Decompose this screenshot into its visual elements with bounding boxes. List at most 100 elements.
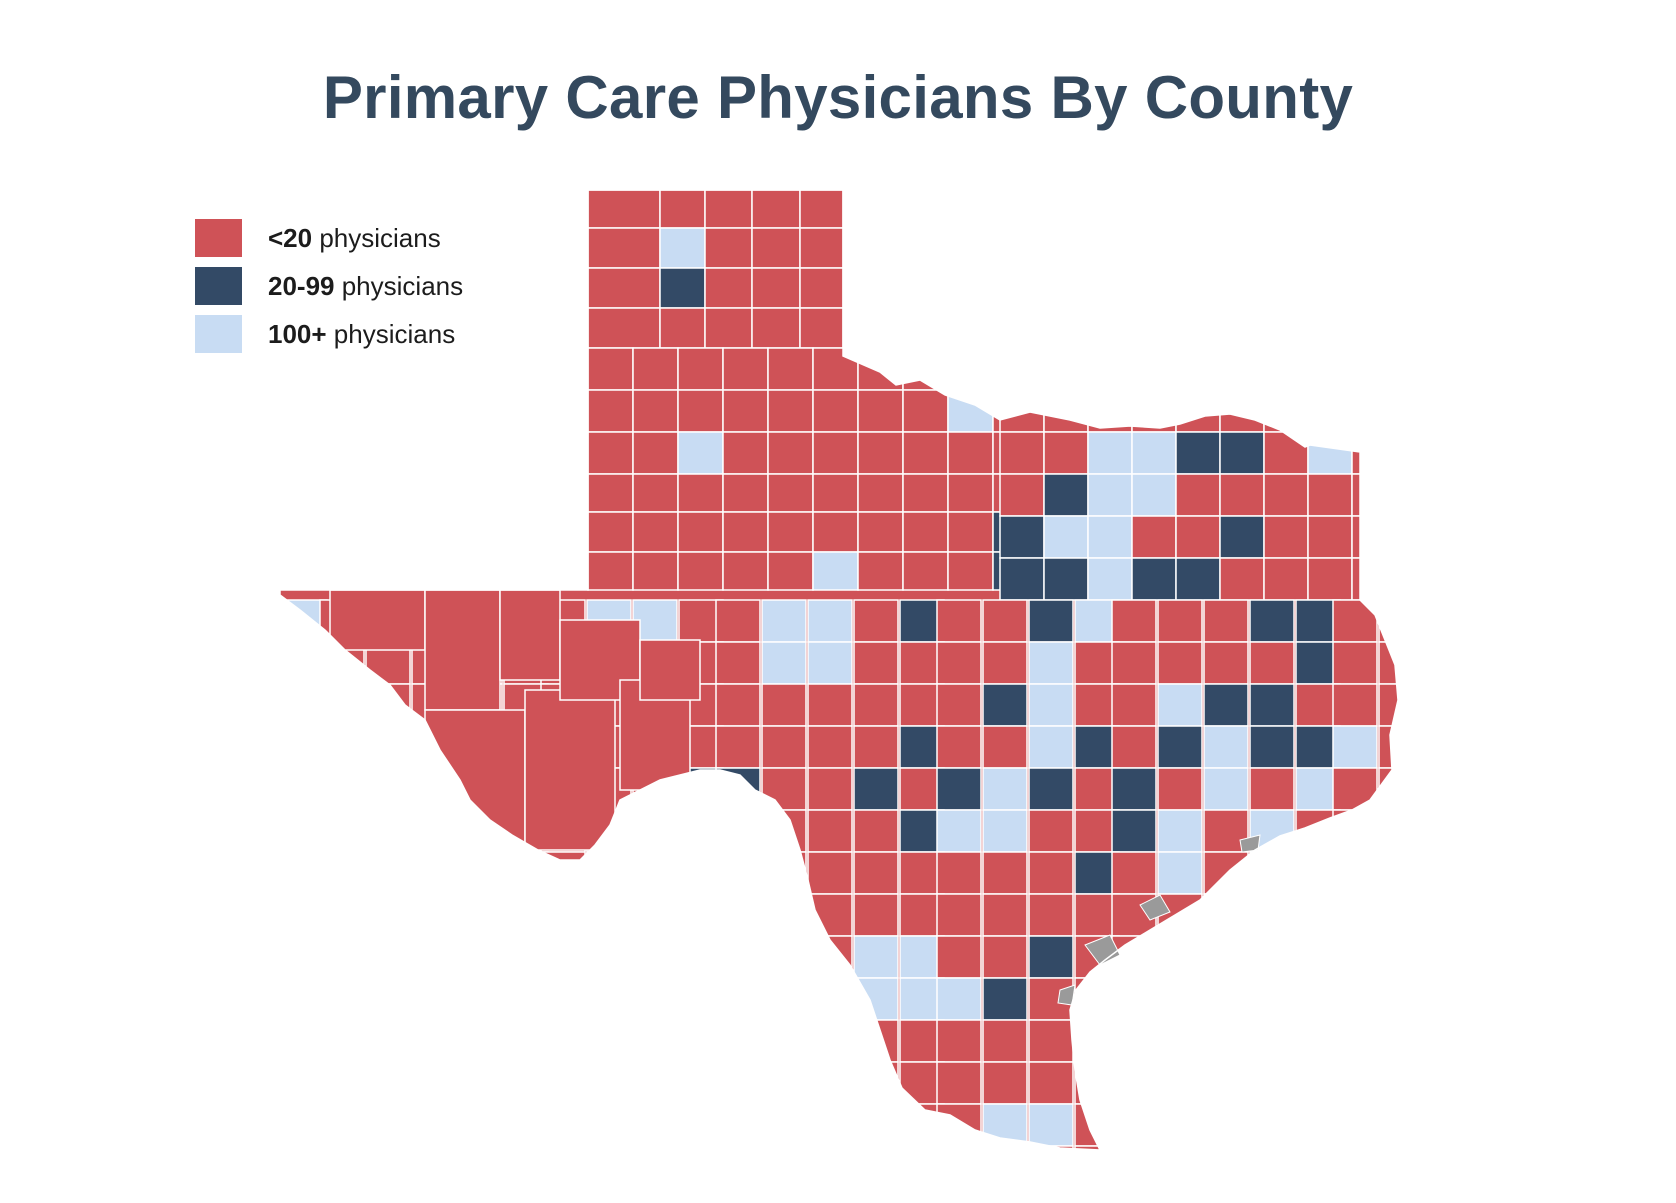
county bbox=[411, 1145, 457, 1150]
county bbox=[365, 1061, 411, 1105]
county bbox=[1219, 389, 1265, 433]
county bbox=[632, 347, 679, 391]
county bbox=[1263, 557, 1309, 601]
county bbox=[1332, 1019, 1378, 1063]
county bbox=[1249, 599, 1295, 643]
county bbox=[319, 683, 365, 727]
county bbox=[1378, 1145, 1398, 1150]
county bbox=[1157, 809, 1203, 853]
county bbox=[1175, 515, 1221, 559]
county bbox=[282, 977, 328, 1021]
county bbox=[586, 1061, 632, 1105]
county bbox=[1295, 935, 1341, 979]
county bbox=[424, 709, 526, 851]
legend-item-mid: 20-99 physicians bbox=[195, 267, 463, 305]
county bbox=[677, 511, 724, 553]
county bbox=[540, 893, 586, 937]
county bbox=[1295, 851, 1341, 895]
county bbox=[1175, 473, 1221, 517]
county bbox=[761, 1061, 807, 1105]
county bbox=[457, 935, 503, 979]
county bbox=[1351, 431, 1397, 475]
county bbox=[751, 190, 801, 229]
county bbox=[715, 1061, 761, 1105]
county bbox=[319, 767, 365, 811]
county bbox=[853, 1061, 899, 1105]
county bbox=[1028, 851, 1074, 895]
county bbox=[457, 1019, 503, 1063]
county bbox=[1263, 515, 1309, 559]
county bbox=[704, 190, 753, 229]
county bbox=[540, 1145, 586, 1150]
county bbox=[799, 190, 844, 229]
county bbox=[457, 1145, 503, 1150]
county bbox=[677, 389, 724, 433]
county bbox=[499, 589, 561, 681]
county bbox=[1203, 1103, 1249, 1147]
county bbox=[982, 683, 1028, 727]
county bbox=[947, 473, 994, 513]
county bbox=[1074, 1061, 1120, 1105]
county bbox=[857, 347, 904, 391]
county bbox=[1307, 431, 1353, 475]
county bbox=[857, 473, 904, 513]
county bbox=[632, 1145, 678, 1150]
county bbox=[799, 307, 844, 349]
county bbox=[936, 809, 982, 853]
county bbox=[982, 767, 1028, 811]
county bbox=[1203, 977, 1249, 1021]
county bbox=[678, 851, 724, 895]
county bbox=[982, 809, 1028, 853]
county bbox=[1028, 683, 1074, 727]
county bbox=[1249, 1145, 1295, 1150]
county bbox=[999, 557, 1045, 601]
county bbox=[1028, 641, 1074, 685]
county bbox=[936, 893, 982, 937]
county bbox=[1203, 767, 1249, 811]
legend-swatch-low bbox=[195, 219, 242, 257]
county bbox=[807, 1103, 853, 1147]
county bbox=[1028, 767, 1074, 811]
county bbox=[1111, 683, 1157, 727]
county bbox=[807, 1145, 853, 1150]
county bbox=[1378, 1019, 1398, 1063]
county bbox=[1249, 1019, 1295, 1063]
county bbox=[1043, 389, 1089, 433]
county bbox=[540, 1103, 586, 1147]
county bbox=[1203, 1019, 1249, 1063]
legend-swatch-high bbox=[195, 315, 242, 353]
county bbox=[1332, 809, 1378, 853]
county bbox=[853, 767, 899, 811]
county bbox=[1378, 893, 1398, 937]
county bbox=[761, 725, 807, 769]
county bbox=[1111, 851, 1157, 895]
county bbox=[457, 1061, 503, 1105]
county bbox=[282, 725, 328, 769]
county bbox=[1087, 347, 1133, 391]
county bbox=[1157, 767, 1203, 811]
county bbox=[936, 1061, 982, 1105]
county bbox=[812, 511, 859, 553]
county bbox=[722, 347, 769, 391]
county bbox=[319, 935, 365, 979]
county bbox=[1249, 767, 1295, 811]
county bbox=[807, 851, 853, 895]
county bbox=[586, 893, 632, 937]
county bbox=[1028, 1145, 1074, 1150]
county bbox=[540, 1061, 586, 1105]
county bbox=[587, 511, 634, 553]
county bbox=[678, 935, 724, 979]
county bbox=[751, 227, 801, 269]
county bbox=[503, 1103, 549, 1147]
county bbox=[282, 1103, 328, 1147]
county bbox=[1043, 515, 1089, 559]
county bbox=[319, 1019, 365, 1063]
county bbox=[936, 599, 982, 643]
county bbox=[807, 935, 853, 979]
county bbox=[319, 1061, 365, 1105]
county bbox=[1203, 599, 1249, 643]
county bbox=[457, 1103, 503, 1147]
county bbox=[982, 599, 1028, 643]
county bbox=[1249, 641, 1295, 685]
county bbox=[1249, 977, 1295, 1021]
